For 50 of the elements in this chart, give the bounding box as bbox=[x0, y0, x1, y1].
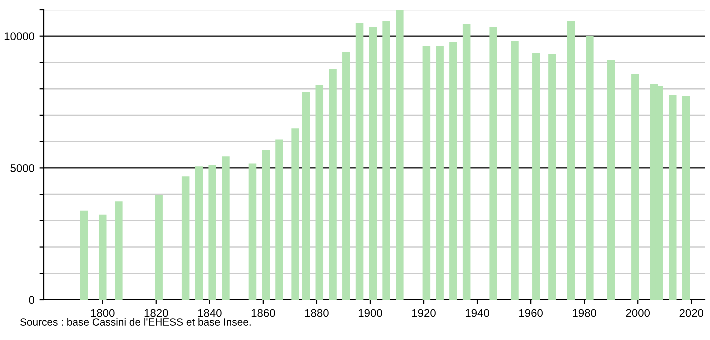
bar bbox=[511, 41, 519, 300]
bar bbox=[302, 92, 310, 300]
bar bbox=[632, 74, 640, 300]
bar bbox=[548, 54, 556, 300]
bar bbox=[80, 210, 88, 300]
bar bbox=[396, 10, 404, 300]
x-tick-label: 2000 bbox=[626, 309, 650, 318]
bar bbox=[356, 23, 364, 300]
bar bbox=[586, 36, 594, 300]
bar bbox=[276, 140, 284, 300]
bar bbox=[262, 150, 270, 300]
bar bbox=[182, 176, 190, 300]
bar bbox=[422, 46, 431, 300]
x-tick-label: 1820 bbox=[144, 309, 168, 318]
bar bbox=[607, 60, 616, 300]
x-tick-label: 1900 bbox=[358, 309, 382, 318]
x-tick-label: 1880 bbox=[305, 309, 329, 318]
x-tick-label: 1860 bbox=[252, 309, 276, 318]
y-tick-label: 5000 bbox=[10, 164, 35, 172]
bar bbox=[248, 164, 257, 300]
bar bbox=[316, 85, 324, 300]
bar bbox=[669, 95, 677, 300]
bar bbox=[208, 166, 216, 300]
bar bbox=[462, 24, 471, 300]
bar bbox=[195, 166, 204, 300]
bar bbox=[532, 54, 540, 300]
bar bbox=[155, 195, 163, 300]
source-note: Sources : base Cassini de l'EHESS et base Insee. bbox=[20, 318, 251, 326]
bar bbox=[342, 52, 350, 300]
bar bbox=[115, 202, 123, 300]
x-tick-label: 2020 bbox=[680, 309, 704, 318]
bar bbox=[98, 214, 107, 300]
bar bbox=[682, 96, 690, 300]
bar bbox=[436, 46, 444, 300]
x-tick-label: 1960 bbox=[520, 309, 543, 318]
bar bbox=[450, 42, 458, 300]
x-tick-label: 1840 bbox=[198, 309, 222, 318]
x-tick-label: 1940 bbox=[466, 309, 490, 318]
x-tick-label: 1800 bbox=[91, 309, 115, 318]
y-tick-label: 10000 bbox=[4, 32, 35, 40]
y-tick-label: 0 bbox=[29, 296, 35, 304]
bar bbox=[382, 21, 390, 300]
bar bbox=[222, 156, 230, 300]
x-tick-label: 1920 bbox=[412, 309, 436, 318]
bar bbox=[292, 128, 300, 300]
bar bbox=[567, 21, 576, 300]
bar bbox=[369, 27, 378, 300]
bar bbox=[329, 69, 337, 300]
x-tick-label: 1980 bbox=[573, 309, 596, 318]
bar bbox=[490, 27, 498, 300]
